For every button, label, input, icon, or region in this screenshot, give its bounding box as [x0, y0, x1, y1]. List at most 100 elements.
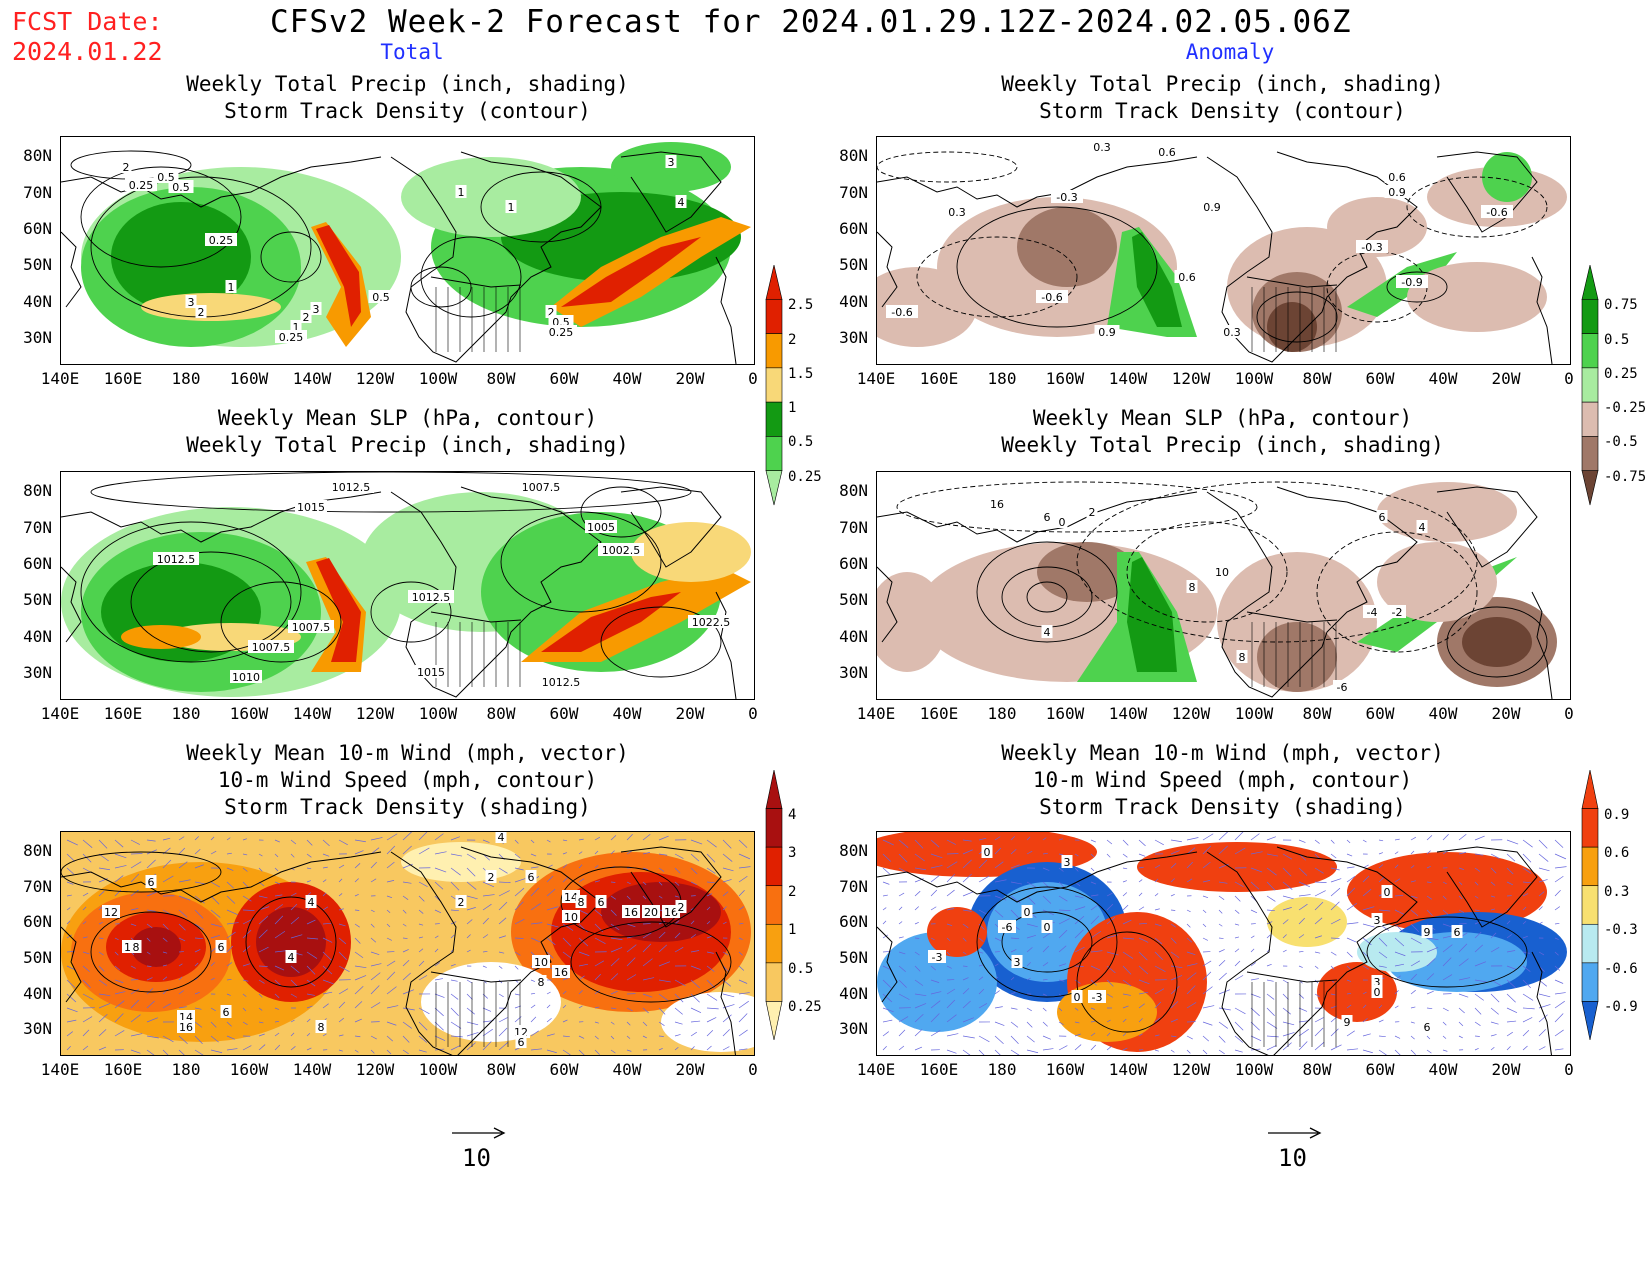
contour-label: 0.3 — [1093, 141, 1111, 154]
wind-vector — [66, 907, 71, 911]
wind-vector — [946, 839, 956, 845]
wind-vector — [1090, 1007, 1096, 1010]
wind-vector — [1090, 894, 1099, 897]
wind-vector — [898, 965, 906, 972]
wind-vector — [1410, 923, 1420, 933]
wind-vector — [1554, 922, 1560, 925]
wind-vector — [1314, 1017, 1324, 1023]
wind-vector — [946, 1014, 957, 1023]
wind-vector — [274, 853, 279, 858]
wind-vector — [994, 963, 999, 967]
wind-vector — [1042, 1048, 1054, 1051]
wind-vector — [450, 979, 458, 982]
wind-vector — [1138, 892, 1143, 897]
wind-vector — [450, 867, 461, 876]
wind-vector — [882, 881, 890, 885]
contour-line — [220, 581, 342, 663]
longitude-label: 160E — [103, 369, 143, 388]
wind-vector — [386, 1035, 394, 1042]
wind-vector — [178, 990, 184, 995]
wind-vector — [1202, 1021, 1213, 1026]
longitude-label: 140E — [856, 704, 896, 723]
wind-vector — [210, 895, 220, 905]
wind-vector — [1458, 977, 1471, 981]
wind-vector — [1026, 1049, 1039, 1054]
wind-vector — [978, 1049, 985, 1055]
anomaly-shade-green — [1482, 152, 1532, 202]
wind-vector — [1410, 850, 1415, 855]
colorbar-segment — [765, 923, 783, 964]
wind-vector — [658, 979, 671, 983]
wind-vector — [306, 867, 312, 870]
wind-vector — [178, 976, 183, 981]
wind-vector — [178, 909, 188, 918]
contour-label-bg — [988, 497, 1006, 510]
contour-line — [90, 472, 692, 513]
wind-vector — [914, 993, 927, 997]
wind-vector — [1442, 909, 1449, 915]
wind-vector — [738, 866, 751, 869]
longitude-label: 20W — [675, 704, 705, 723]
contour-label-bg — [1186, 580, 1198, 593]
wind-vector — [1218, 989, 1231, 995]
wind-vector — [1282, 907, 1292, 911]
contour-label-bg — [1071, 990, 1083, 1003]
wind-vector — [1218, 1007, 1231, 1011]
wind-vector — [946, 853, 959, 855]
longitude-label: 80W — [486, 369, 516, 388]
map-wind-total: 4641210864614168226148106162016261081612… — [60, 831, 755, 1056]
colorbar-label: -0.75 — [1604, 468, 1647, 485]
wind-vector — [1042, 1021, 1048, 1027]
contour-label: 3 — [1374, 976, 1381, 989]
wind-vector — [1538, 1029, 1546, 1037]
wind-vector — [242, 895, 252, 902]
wind-vector — [658, 867, 665, 872]
contour-line — [1366, 916, 1528, 988]
wind-vector — [1458, 881, 1463, 885]
wind-vector — [1330, 965, 1335, 970]
coastline-north-america — [390, 846, 602, 1055]
wind-vector — [370, 951, 380, 956]
wind-vector — [1282, 1032, 1295, 1037]
longitude-label: 180 — [987, 704, 1017, 723]
contour-label: -4 — [1367, 606, 1378, 619]
contour-label-bg — [598, 543, 644, 556]
contour-label-bg — [552, 965, 570, 978]
longitude-label: 140E — [40, 1060, 80, 1079]
wind-vector — [258, 867, 263, 872]
latitude-label: 30N — [839, 1019, 868, 1039]
wind-vector — [1250, 1007, 1260, 1017]
wind-vector — [450, 836, 460, 841]
wind-vector — [1362, 965, 1369, 970]
contour-label-bg — [1213, 565, 1231, 578]
wind-vector — [498, 1041, 509, 1051]
wind-vector — [562, 1004, 567, 1009]
wind-vector — [258, 853, 263, 857]
wind-vector — [210, 909, 221, 918]
contour-label-bg — [102, 905, 120, 918]
wind-vector — [338, 951, 347, 960]
contour-label: 0.3 — [1223, 326, 1241, 339]
wind-vector — [1506, 920, 1511, 925]
wind-vector — [146, 965, 152, 967]
wind-vector — [706, 906, 711, 911]
contour-label: 6 — [148, 876, 155, 889]
wind-vector — [1058, 963, 1067, 967]
wind-vector — [1090, 904, 1099, 911]
contour-label-bg — [1036, 290, 1068, 303]
wind-vector — [1554, 890, 1561, 897]
wind-vector — [1042, 852, 1048, 855]
wind-vector — [1138, 866, 1144, 869]
wind-vector — [1074, 1044, 1082, 1051]
latitude-label: 80N — [23, 146, 52, 166]
wind-vector — [1490, 932, 1497, 939]
colorbar-segment — [765, 962, 783, 1002]
wind-vector — [994, 990, 1000, 995]
wind-vector — [914, 1046, 923, 1051]
wind-vector — [626, 974, 637, 981]
wind-vector — [1506, 993, 1516, 1003]
latitude-label: 80N — [23, 481, 52, 501]
wind-vector — [1314, 965, 1319, 969]
wind-vector — [1122, 993, 1131, 996]
contour-label: 3 — [1014, 956, 1021, 969]
